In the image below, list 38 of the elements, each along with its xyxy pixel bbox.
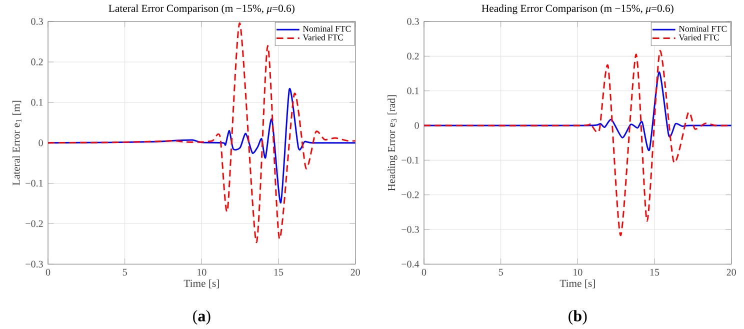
y-tick-label: −0.2	[26, 220, 43, 228]
y-axis-title: Lateral Error e$_{1}$ [m]	[12, 100, 22, 186]
legend-label: Varied FTC	[302, 34, 343, 40]
y-tick-label: 0.3	[407, 18, 419, 25]
legend-label: Varied FTC	[678, 34, 719, 40]
legend-label: Nominal FTC	[302, 26, 351, 32]
y-tick-label: −0.2	[402, 191, 419, 198]
x-axis-title: Time [s]	[560, 279, 595, 288]
legend-label: Nominal FTC	[678, 26, 727, 32]
y-tick-label: 0.3	[31, 18, 43, 25]
x-tick-label: 0	[46, 268, 50, 276]
x-tick-label: 5	[122, 268, 127, 276]
y-tick-label: 0	[38, 139, 43, 146]
chart-title: Heading Error Comparison (m −15%, μ=0.6)	[482, 4, 674, 14]
y-tick-label: −0.3	[402, 226, 419, 233]
y-tick-label: −0.3	[26, 260, 43, 268]
x-tick-label: 15	[274, 268, 284, 276]
y-tick-label: 0.1	[31, 98, 43, 106]
y-tick-label: 0.2	[407, 52, 419, 60]
x-tick-label: 20	[726, 268, 736, 276]
x-tick-label: 15	[650, 268, 660, 276]
text: (a)	[193, 310, 210, 325]
y-tick-label: 0.1	[407, 87, 419, 94]
y-tick-label: 0.2	[31, 58, 43, 66]
x-tick-label: 10	[574, 268, 582, 276]
line-series	[47, 22, 356, 244]
chart-title: Lateral Error Comparison (m −15%, μ=0.6)	[108, 4, 294, 14]
y-tick-label: −0.1	[26, 180, 43, 187]
y-tick-label: −0.4	[402, 260, 420, 268]
y-axis-title: Heading Error e$_{3}$ [rad]	[388, 95, 398, 191]
x-axis-title: Time [s]	[184, 279, 219, 288]
y-tick-label: −0.1	[402, 156, 419, 164]
x-tick-label: 10	[198, 268, 206, 276]
y-tick-label: 0	[414, 122, 419, 129]
x-tick-label: 5	[498, 268, 503, 276]
text: (b)	[568, 310, 587, 325]
x-tick-label: 20	[350, 268, 360, 276]
x-tick-label: 0	[422, 268, 426, 276]
